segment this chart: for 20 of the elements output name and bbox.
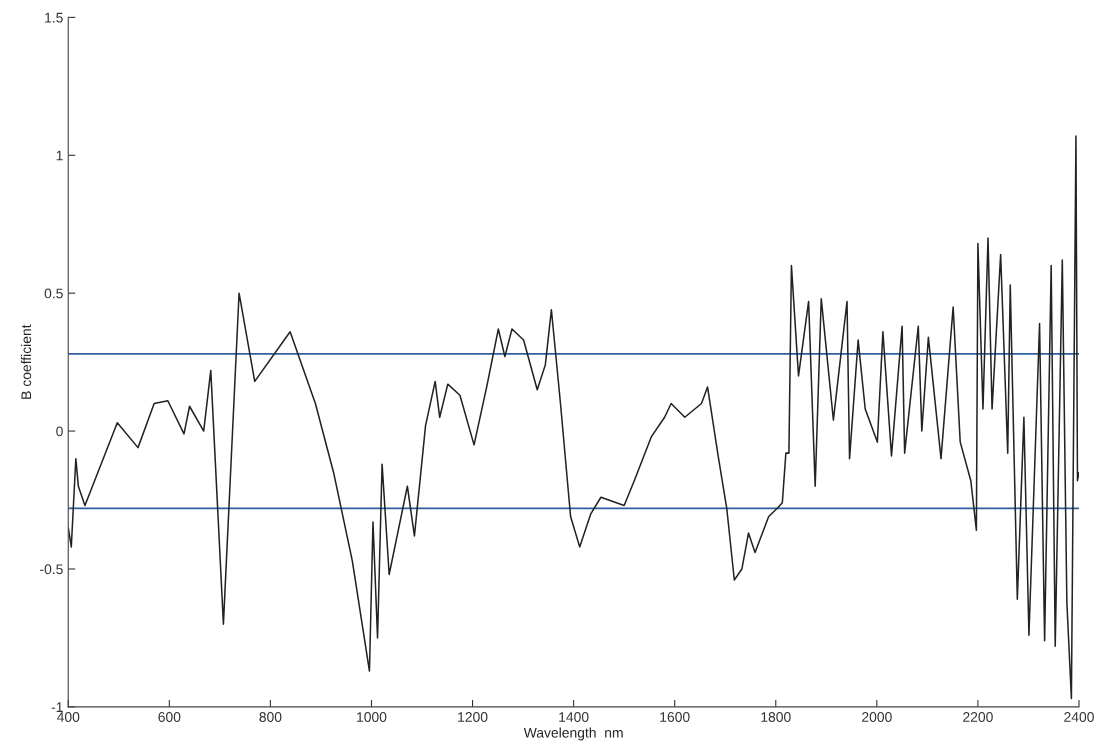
- x-tick-label: 1200: [458, 712, 488, 722]
- y-tick-label: -1: [51, 702, 63, 712]
- x-tick-label: 400: [57, 712, 80, 722]
- x-tick-label: 1000: [357, 712, 387, 722]
- x-tick-label: 2200: [963, 712, 993, 722]
- y-tick-label: -0.5: [40, 564, 63, 575]
- y-axis-title: B coefficient: [20, 324, 32, 399]
- x-axis-title: Wavelength nm: [523, 727, 623, 741]
- x-tick-label: 1600: [660, 712, 690, 722]
- line-series: [68, 135, 1079, 700]
- x-tick-label: 800: [259, 712, 282, 722]
- y-tick-label: 0.5: [44, 288, 63, 299]
- x-tick-label: 2000: [862, 712, 892, 722]
- x-tick-label: 1800: [761, 712, 791, 722]
- x-tick-label: 600: [158, 712, 181, 722]
- y-tick-label: 1.5: [45, 12, 63, 23]
- x-tick-label: 1400: [559, 712, 589, 722]
- y-tick-label: 0: [56, 426, 63, 437]
- x-tick-label: 2400: [1064, 712, 1094, 722]
- y-tick-label: 1: [56, 150, 63, 161]
